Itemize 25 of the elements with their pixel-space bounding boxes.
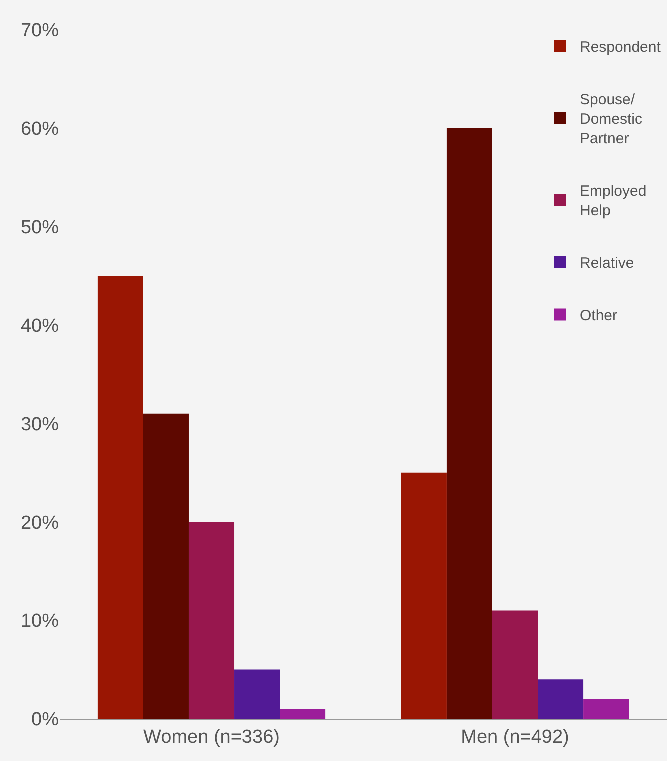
legend-label: Respondent bbox=[580, 39, 662, 56]
y-tick-label: 20% bbox=[20, 512, 60, 534]
y-tick-label: 30% bbox=[20, 414, 60, 436]
bar bbox=[401, 472, 447, 719]
bar bbox=[280, 709, 326, 719]
bar bbox=[492, 610, 538, 719]
y-tick-label: 70% bbox=[20, 20, 60, 42]
x-tick-label: Women (n=336) bbox=[144, 726, 280, 748]
y-tick-label: 40% bbox=[20, 316, 60, 337]
y-tick-label: 10% bbox=[20, 611, 60, 632]
legend-label: Relative bbox=[580, 255, 634, 272]
bar bbox=[143, 414, 189, 719]
legend-label: Spouse/ Domestic Partner bbox=[580, 92, 644, 148]
y-tick-label: 0% bbox=[32, 710, 60, 731]
bar bbox=[234, 670, 280, 719]
bar bbox=[188, 522, 235, 719]
y-tick-label: 60% bbox=[20, 119, 60, 140]
legend-label: Other bbox=[580, 308, 618, 325]
bar bbox=[98, 276, 144, 719]
y-tick-label: 50% bbox=[20, 218, 60, 239]
legend-label: Employed Help bbox=[580, 183, 647, 220]
bar bbox=[538, 680, 584, 719]
bar bbox=[584, 699, 630, 719]
bar bbox=[446, 128, 492, 719]
x-tick-label: Men (n=492) bbox=[461, 726, 570, 748]
